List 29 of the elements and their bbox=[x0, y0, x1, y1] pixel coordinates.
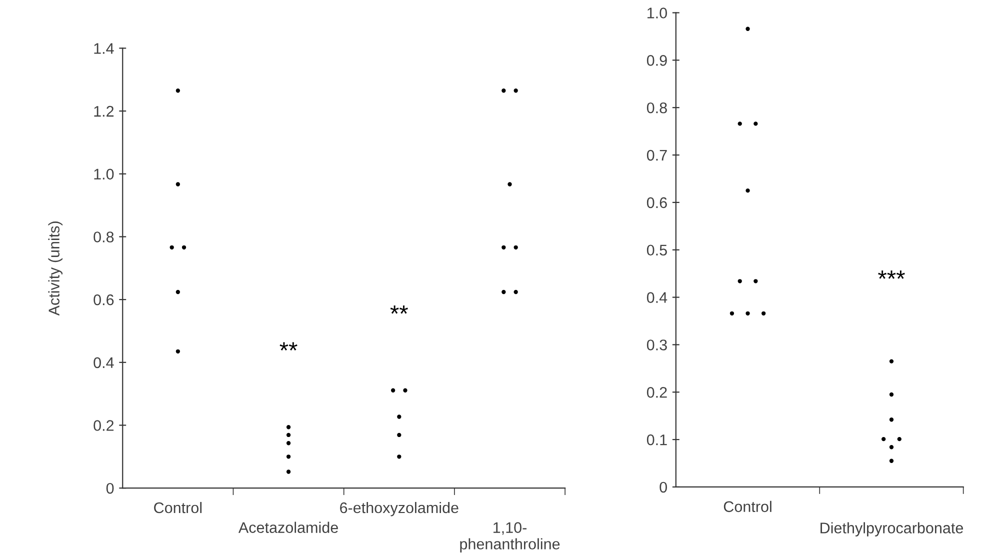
x-tick-label: Acetazolamide bbox=[238, 522, 338, 533]
y-tick-label: 0.9 bbox=[646, 55, 667, 66]
y-tick-label: 0.8 bbox=[94, 232, 114, 242]
annotation: *** bbox=[878, 270, 905, 279]
x-tick-label: Control bbox=[154, 502, 202, 514]
y-tick-label: 0 bbox=[106, 482, 114, 494]
x-tick-label: Control bbox=[724, 500, 772, 512]
x-tick-label: Diethylpyrocarbonate bbox=[820, 522, 963, 536]
y-tick-label: 0.4 bbox=[646, 292, 668, 303]
y-tick-label: 0.6 bbox=[94, 294, 114, 306]
y-tick-label: 0.1 bbox=[646, 434, 667, 446]
y-tick-label: 0.4 bbox=[94, 357, 114, 368]
annotation: ** bbox=[390, 305, 408, 314]
y-tick-label: 0 bbox=[660, 482, 667, 493]
y-axis-title: Activity (units) bbox=[48, 222, 62, 316]
y-tick-label: 1.4 bbox=[94, 43, 114, 54]
x-tick-label: 6-ethoxyzolamide bbox=[340, 502, 458, 516]
y-tick-label: 0.2 bbox=[646, 386, 667, 398]
y-tick-label: 0.3 bbox=[646, 340, 667, 350]
y-tick-label: 0.6 bbox=[646, 197, 667, 208]
x-tick-label: 1,10- phenanthroline bbox=[460, 522, 560, 552]
y-tick-label: 1.0 bbox=[648, 8, 667, 18]
y-tick-label: 1.2 bbox=[94, 106, 114, 117]
y-tick-label: 1.0 bbox=[94, 168, 114, 180]
y-tick-label: 0.2 bbox=[94, 420, 114, 431]
y-tick-label: 0.7 bbox=[646, 150, 667, 161]
annotation: ** bbox=[280, 342, 298, 350]
y-tick-label: 0.5 bbox=[646, 244, 667, 256]
y-tick-label: 0.8 bbox=[646, 102, 667, 114]
